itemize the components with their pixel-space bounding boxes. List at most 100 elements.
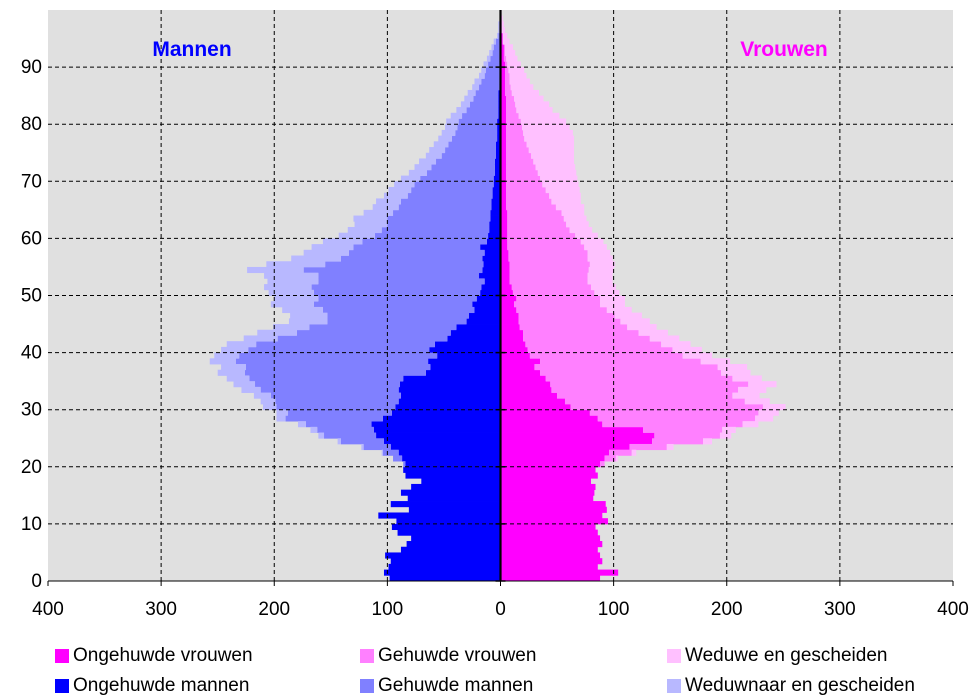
bar-women-series4-age66: [506, 198, 552, 205]
bar-women-series3-age25: [500, 432, 655, 439]
x-tick-label-4: 0: [495, 599, 506, 620]
bar-women-series3-age68: [500, 187, 507, 194]
bar-men-series2-age84: [464, 95, 474, 102]
bar-men-series2-age87: [474, 78, 482, 85]
bar-women-series3-age29: [500, 409, 590, 416]
bar-men-series0-age83: [498, 101, 501, 108]
bar-men-series1-age82: [466, 107, 499, 114]
bar-men-series2-age65: [372, 204, 399, 211]
bar-men-series1-age39: [239, 352, 438, 359]
y-tick-label-9: 90: [21, 57, 42, 78]
x-tick-label-1: 300: [145, 599, 177, 620]
bar-men-series1-age86: [479, 84, 500, 91]
bar-women-series5-age64: [561, 209, 585, 216]
bar-men-series0-age71: [494, 169, 501, 176]
bar-women-series4-age63: [507, 215, 564, 222]
bar-women-series5-age47: [606, 306, 632, 314]
bar-women-series4-age32: [557, 392, 733, 399]
bar-men-series0-age22: [398, 449, 501, 456]
bar-women-series5-age28: [755, 415, 774, 422]
bar-women-series4-age39: [529, 352, 683, 359]
bar-women-series5-age22: [631, 449, 637, 456]
bar-women-series5-age33: [738, 386, 767, 393]
bar-men-series1-age89: [485, 67, 500, 74]
bar-men-series2-age80: [446, 118, 459, 125]
bar-women-series3-age60: [500, 232, 508, 239]
bar-women-series3-age52: [500, 278, 510, 285]
grid-group: [48, 10, 953, 581]
bar-women-series4-age70: [506, 175, 541, 182]
x-tick-label-0: 400: [32, 599, 64, 620]
bar-women-series5-age41: [661, 341, 691, 348]
bar-men-series2-age49: [274, 295, 319, 302]
bar-men-series0-age74: [495, 152, 501, 159]
bar-women-series3-age32: [500, 392, 558, 399]
bar-men-series1-age90: [488, 61, 500, 68]
bar-women-series5-age66: [551, 198, 581, 205]
bar-women-series3-age92: [500, 49, 504, 57]
bar-men-series2-age31: [260, 398, 276, 405]
bar-women-series4-age71: [506, 169, 538, 176]
bar-women-series4-age90: [505, 61, 508, 68]
bar-women-series3-age3: [500, 558, 603, 565]
bar-men-series2-age63: [353, 215, 388, 222]
bar-women-series5-age55: [589, 261, 615, 268]
bar-men-series0-age54: [482, 266, 501, 274]
bar-men-series2-age32: [253, 392, 271, 399]
bar-women-series3-age65: [500, 204, 507, 211]
bar-men-series1-age50: [313, 289, 481, 296]
bar-women-series5-age44: [627, 324, 657, 331]
bar-women-series4-age45: [518, 318, 621, 325]
bar-men-series2-age61: [347, 226, 382, 234]
bar-men-series1-age45: [327, 318, 467, 325]
bar-men-series0-age32: [400, 392, 501, 399]
bar-men-series2-age51: [264, 284, 312, 291]
bar-men-series2-age91: [486, 55, 491, 62]
bar-women-series3-age81: [500, 112, 507, 119]
y-tick-label-6: 60: [21, 228, 42, 249]
bar-women-series4-age24: [652, 438, 703, 445]
bar-men-series1-age83: [469, 101, 499, 108]
bar-men-series2-age50: [268, 289, 314, 296]
bar-women-series4-age91: [503, 55, 507, 62]
bar-women-series5-age61: [569, 226, 593, 234]
bar-men-series2-age57: [303, 249, 349, 256]
bar-men-series0-age5: [400, 546, 501, 553]
bar-men-series2-age30: [262, 403, 277, 411]
bar-women-series5-age49: [600, 295, 625, 302]
bar-men-series0-age2: [388, 563, 501, 570]
bar-men-series0-age52: [484, 278, 501, 285]
bar-men-series0-age48: [472, 301, 501, 308]
bar-women-series5-age32: [732, 392, 760, 399]
bar-men-series2-age56: [291, 255, 341, 262]
bar-men-series1-age35: [249, 375, 404, 382]
y-tick-label-5: 50: [21, 286, 42, 307]
bar-women-series4-age49: [516, 295, 601, 302]
bar-men-series0-age9: [391, 523, 501, 531]
bar-women-series3-age40: [500, 346, 528, 353]
bar-women-series3-age75: [500, 147, 507, 154]
bar-men-series0-age37: [430, 364, 501, 371]
bar-women-series3-age36: [500, 369, 541, 376]
bar-men-series0-age44: [456, 324, 501, 331]
bar-women-series4-age83: [506, 101, 516, 108]
bar-men-series2-age97: [498, 21, 500, 28]
bar-women-series3-age18: [500, 472, 598, 479]
bar-women-series3-age94: [500, 38, 503, 45]
bar-women-series5-age27: [742, 421, 759, 428]
bar-men-series0-age67: [492, 192, 501, 199]
bar-women-series3-age59: [500, 238, 508, 245]
bar-men-series2-age72: [414, 164, 432, 171]
bar-men-series1-age44: [309, 324, 457, 331]
bar-women-series4-age55: [509, 261, 590, 268]
bar-women-series5-age89: [508, 67, 525, 74]
bar-women-series5-age96: [501, 27, 506, 34]
bar-women-series3-age10: [500, 518, 608, 525]
bar-women-series4-age47: [516, 306, 607, 314]
bar-women-series5-age48: [600, 301, 625, 308]
bar-men-series2-age82: [456, 107, 467, 114]
bar-men-series1-age73: [436, 158, 495, 165]
bar-men-series2-age46: [290, 312, 328, 319]
bar-women-series4-age31: [564, 398, 745, 405]
bar-men-series2-age41: [226, 341, 257, 348]
